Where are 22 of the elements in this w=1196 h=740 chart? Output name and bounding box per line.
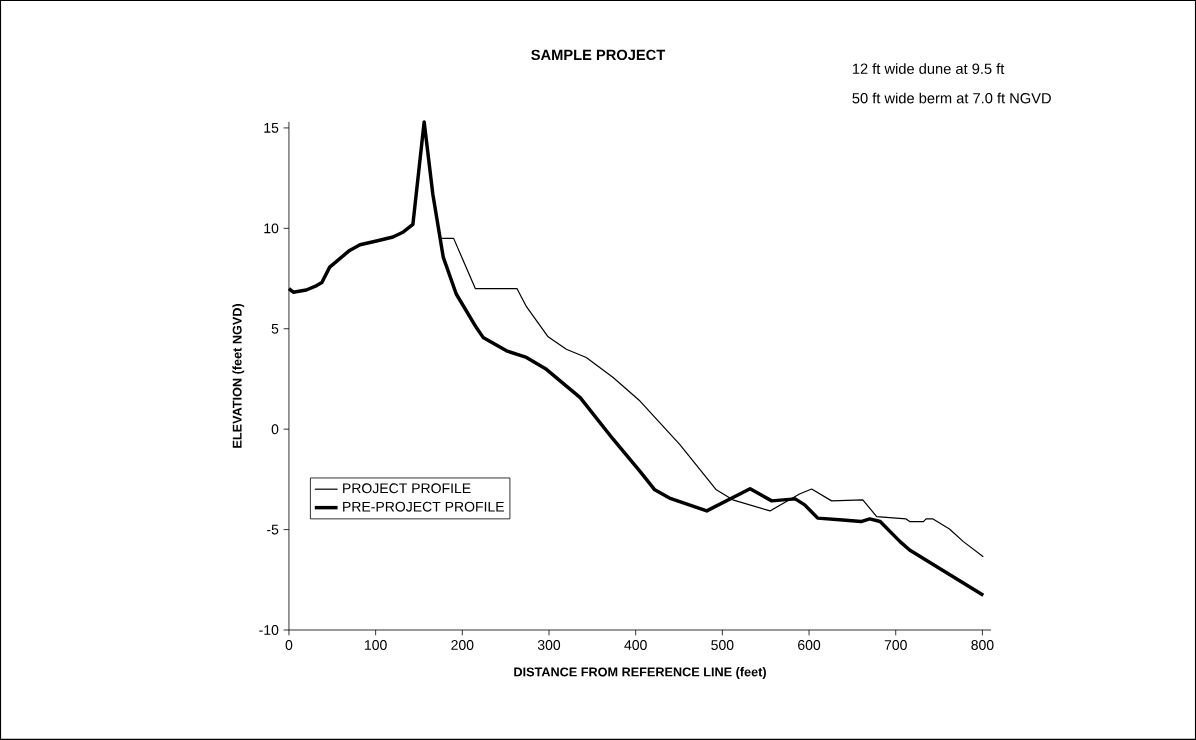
- x-tick-label: 500: [711, 640, 734, 651]
- y-tick-label: -5: [267, 524, 279, 535]
- x-tick-label: 800: [971, 640, 994, 651]
- x-tick-label: 200: [451, 640, 474, 651]
- x-tick-label: 400: [624, 640, 647, 651]
- x-tick-label: 300: [537, 640, 561, 651]
- legend-label: PROJECT PROFILE: [343, 483, 471, 494]
- y-tick-label: 10: [264, 223, 279, 234]
- x-tick-label: 600: [798, 640, 821, 651]
- x-tick-label: 700: [884, 640, 907, 651]
- y-axis-title: ELEVATION (feet NGVD): [232, 304, 245, 448]
- y-tick-label: 15: [264, 123, 279, 133]
- legend-label: PRE-PROJECT PROFILE: [343, 501, 504, 512]
- chart-title: SAMPLE PROJECT: [531, 49, 666, 61]
- y-tick-label: 0: [271, 424, 279, 435]
- x-tick-label: 100: [365, 640, 387, 651]
- y-tick-label: -10: [259, 625, 279, 636]
- y-tick-label: 5: [271, 323, 279, 334]
- text: 50 ft wide berm at 7.0 ft NGVD: [852, 92, 1051, 104]
- text: 12 ft wide dune at 9.5 ft: [852, 63, 1005, 74]
- x-tick-label: 0: [285, 640, 293, 651]
- x-axis-title: DISTANCE FROM REFERENCE LINE (feet): [514, 667, 766, 679]
